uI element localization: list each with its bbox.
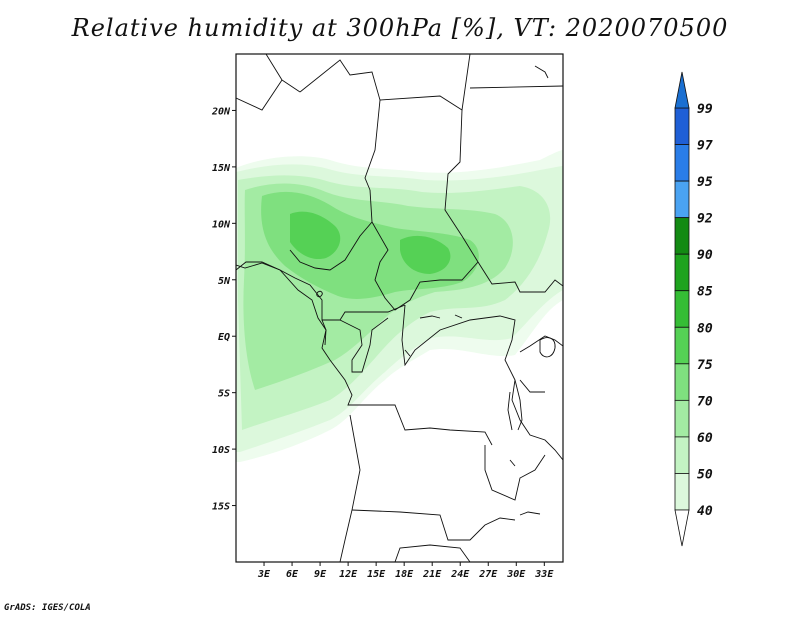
island-outline — [316, 290, 323, 298]
border-line — [236, 79, 283, 111]
map-title: Relative humidity at 300hPa [%], VT: 202… — [71, 14, 729, 42]
colorbar-label: 85 — [697, 285, 713, 300]
lat-axis: 20N 15N 10N 5N EQ 5S 10S 15S — [211, 106, 236, 513]
credit-text: GrADS: IGES/COLA — [4, 603, 91, 613]
colorbar-label: 95 — [697, 175, 713, 190]
lon-tick-label: 18E — [395, 569, 414, 580]
humidity-field — [236, 150, 563, 462]
colorbar-label: 40 — [697, 504, 713, 519]
lon-tick-label: 15E — [367, 569, 386, 580]
lake-outline — [507, 379, 523, 431]
border-line — [444, 109, 563, 293]
border-line — [401, 304, 563, 461]
lon-tick-label: 33E — [534, 569, 554, 580]
colorbar-high-arrow — [674, 71, 690, 109]
colorbar: 99 97 95 92 90 85 80 75 70 60 50 40 — [674, 71, 713, 547]
colorbar-segment — [674, 473, 690, 511]
border-line — [379, 54, 471, 111]
border-line — [394, 544, 471, 562]
lon-tick-label: 6E — [286, 569, 299, 580]
lon-tick-label: 24E — [450, 569, 470, 580]
colorbar-label: 80 — [697, 321, 713, 336]
colorbar-label: 97 — [697, 139, 713, 154]
border-line — [519, 335, 563, 393]
colorbar-label: 50 — [697, 467, 713, 482]
lon-tick-label: 27E — [478, 569, 498, 580]
colorbar-segment — [674, 326, 690, 365]
lon-tick-label: 21E — [422, 569, 442, 580]
border-line — [236, 261, 406, 321]
colorbar-label: 92 — [697, 212, 713, 227]
border-line — [351, 509, 516, 541]
border-line — [321, 319, 493, 446]
lon-tick-label: 30E — [506, 569, 526, 580]
lat-tick-label: 10S — [212, 445, 230, 456]
colorbar-segment — [674, 399, 690, 438]
lon-axis: 3E 6E 9E 12E 15E 18E 21E 24E 27E 30E 33E — [257, 562, 554, 580]
lat-tick-label: 5S — [218, 389, 230, 400]
colorbar-label: 99 — [697, 102, 713, 117]
lat-tick-label: 10N — [212, 219, 231, 230]
lat-tick-label: 5N — [218, 276, 231, 287]
lat-tick-label: 20N — [211, 106, 231, 117]
lat-tick-label: 15N — [212, 163, 231, 174]
border-line — [289, 189, 373, 271]
colorbar-segment — [674, 144, 690, 182]
colorbar-low-arrow — [674, 509, 690, 547]
lon-tick-label: 12E — [339, 569, 358, 580]
river-line — [404, 314, 463, 357]
river-line — [509, 459, 541, 516]
colorbar-segment — [674, 217, 690, 255]
river-line — [534, 65, 549, 79]
lon-tick-label: 9E — [314, 569, 327, 580]
colorbar-segment — [674, 363, 690, 401]
border-line — [339, 317, 389, 373]
colorbar-segment — [674, 107, 690, 145]
border-line — [469, 85, 563, 89]
colorbar-label: 60 — [697, 431, 713, 446]
colorbar-label: 70 — [697, 394, 713, 409]
coastline — [236, 262, 327, 346]
lat-tick-label: 15S — [212, 502, 230, 513]
country-borders — [236, 54, 563, 562]
colorbar-segment — [674, 290, 690, 328]
colorbar-label: 90 — [697, 248, 713, 263]
lon-tick-label: 3E — [257, 569, 271, 580]
border-line — [484, 445, 546, 501]
lat-tick-label: EQ — [218, 332, 230, 343]
rh-80-85-region — [290, 211, 451, 274]
colorbar-segment — [674, 180, 690, 219]
map-frame — [235, 53, 564, 563]
border-line — [371, 221, 479, 311]
colorbar-label: 75 — [697, 358, 713, 373]
border-line — [265, 54, 381, 191]
colorbar-segment — [674, 436, 690, 474]
lake-outline — [539, 337, 556, 358]
colorbar-segment — [674, 253, 690, 292]
border-line — [339, 414, 361, 562]
